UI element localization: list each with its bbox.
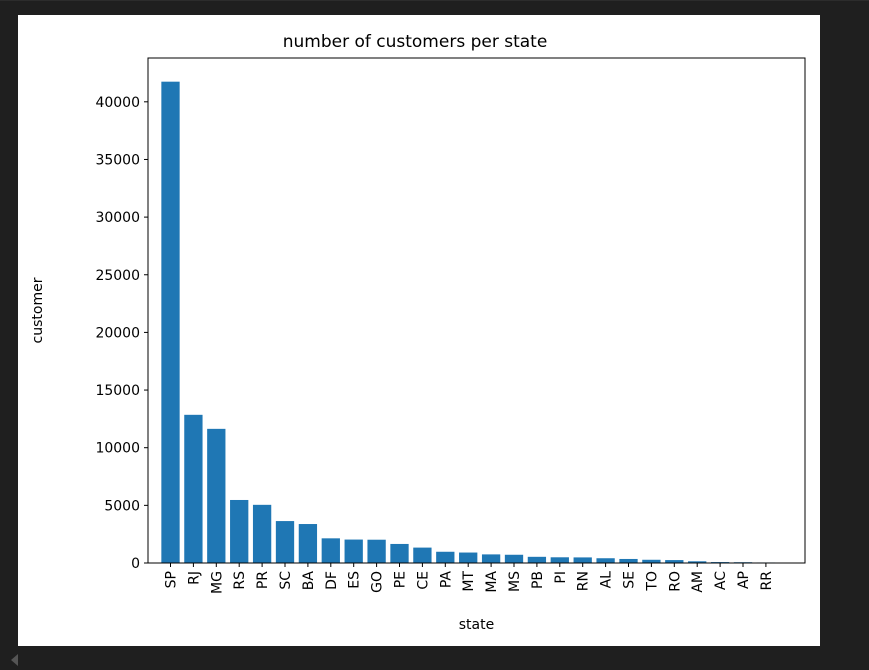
bar-GO	[367, 539, 386, 563]
bar-MS	[504, 554, 524, 563]
y-axis-ticks: 0 5000 10000 15000 20000 25000 30000 35000 40000	[95, 95, 148, 572]
x-tick-label: BA	[301, 571, 317, 591]
bar-AM	[688, 561, 707, 563]
x-tick-label: RJ	[186, 571, 202, 585]
y-tick-label: 5000	[104, 498, 140, 514]
x-tick-label: PA	[438, 571, 454, 589]
bar-PA	[436, 551, 455, 563]
bar-RO	[665, 560, 684, 563]
x-tick-label: MG	[209, 571, 225, 594]
bar-PE	[390, 543, 409, 563]
x-tick-label: PI	[553, 571, 569, 584]
x-tick-label: RO	[667, 571, 683, 592]
bar-RN	[573, 557, 592, 563]
y-axis-label: customer	[30, 277, 46, 343]
bar-PI	[550, 557, 569, 563]
x-tick-label: PR	[255, 571, 271, 589]
bar-MG	[207, 428, 226, 563]
bar-CE	[413, 547, 432, 563]
bar-BA	[298, 524, 318, 563]
bar-AL	[596, 558, 615, 563]
y-tick-label: 15000	[95, 383, 140, 399]
bar-SC	[275, 521, 295, 563]
chart-title: number of customers per state	[283, 32, 548, 52]
x-tick-label: SP	[164, 571, 180, 588]
x-tick-label: AL	[599, 571, 615, 589]
y-tick-label: 10000	[95, 441, 140, 457]
bar-DF	[321, 538, 340, 563]
chart-panel: number of customers per state 0 5000 10000…	[18, 15, 820, 646]
y-tick-label: 30000	[95, 210, 140, 226]
bar-SP	[161, 81, 180, 564]
x-tick-label: CE	[415, 571, 431, 590]
x-tick-label: MS	[507, 571, 523, 592]
x-tick-label: ES	[347, 571, 363, 589]
x-tick-label: RR	[759, 571, 775, 591]
bar-TO	[642, 559, 661, 563]
bar-MA	[481, 554, 501, 563]
x-tick-label: SC	[278, 571, 294, 590]
bar-ES	[344, 539, 363, 563]
x-axis-ticks: SP RJ MG RS PR SC BA DF ES GO PE CE PA MT MA MS PB PI RN AL…	[164, 563, 775, 594]
x-tick-label: PB	[530, 571, 546, 589]
scroll-left-arrow-icon[interactable]	[11, 654, 18, 666]
x-tick-label: AC	[713, 571, 729, 590]
bar-RJ	[184, 414, 203, 563]
x-tick-label: PE	[393, 571, 409, 588]
x-tick-label: AM	[690, 571, 706, 593]
bar-SE	[619, 558, 638, 563]
y-tick-label: 20000	[95, 325, 140, 341]
y-tick-label: 0	[131, 556, 140, 572]
x-tick-label: AP	[736, 571, 752, 589]
x-tick-label: RS	[232, 571, 248, 590]
plot-frame	[147, 57, 806, 564]
x-axis-label: state	[459, 617, 494, 633]
x-tick-label: RN	[576, 571, 592, 591]
x-tick-label: SE	[622, 571, 638, 589]
x-tick-label: MA	[484, 571, 500, 593]
bar-chart: number of customers per state 0 5000 10000…	[30, 32, 806, 633]
bar-MT	[459, 552, 478, 563]
y-tick-label: 35000	[95, 152, 140, 168]
x-tick-label: DF	[324, 571, 340, 590]
y-tick-label: 25000	[95, 268, 140, 284]
bar-RS	[230, 499, 249, 563]
window-top-border	[0, 0, 869, 1]
x-tick-label: TO	[644, 571, 660, 592]
bar-PR	[252, 504, 272, 563]
x-tick-label: GO	[370, 571, 386, 593]
x-tick-label: MT	[461, 571, 477, 592]
bar-PB	[527, 556, 547, 563]
y-tick-label: 40000	[95, 95, 140, 111]
bars-group	[161, 81, 776, 564]
